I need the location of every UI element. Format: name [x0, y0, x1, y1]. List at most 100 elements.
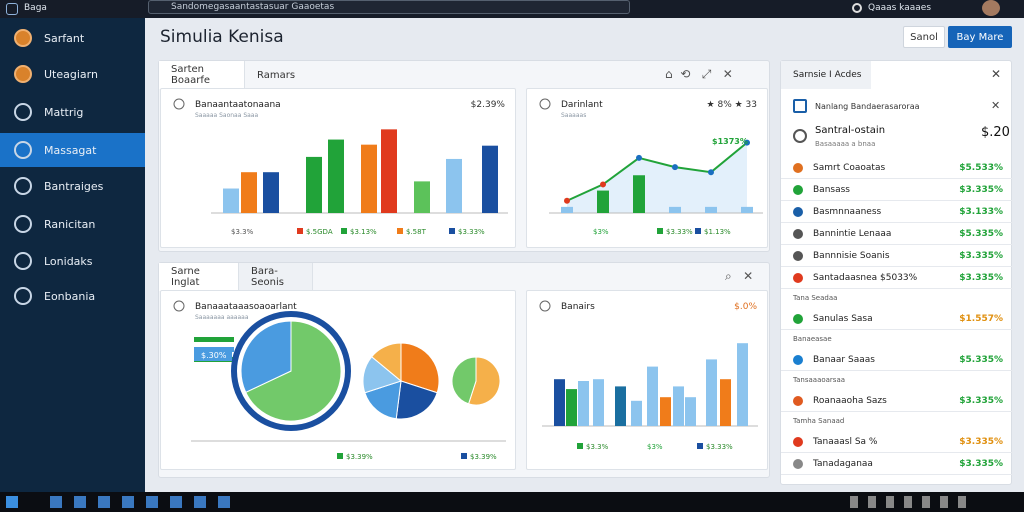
bar [705, 206, 717, 213]
bar [593, 379, 604, 426]
pie-slice [400, 342, 440, 394]
legend-label: $3.33% [458, 228, 485, 236]
line-point [600, 181, 606, 188]
nav-label: Mattrig [44, 105, 84, 119]
list-row[interactable]: Santadaasnea $5033% $3.335% [781, 267, 1013, 289]
pie-slice [245, 320, 342, 422]
row-label: Bannnisie Soanis [813, 250, 890, 261]
legend-label: $3.13% [350, 228, 377, 236]
tab[interactable]: Sarne Inglat [159, 263, 239, 291]
bar [414, 181, 430, 213]
pie-slice [451, 356, 477, 405]
row-icon [793, 272, 803, 283]
line-point [564, 197, 570, 204]
tray-icons[interactable] [850, 496, 970, 508]
row-value: $5.533% [959, 162, 1003, 173]
tag-box [194, 349, 232, 361]
primary-button[interactable]: Bay Mare [948, 26, 1012, 48]
row-label: Banaar Saaas [813, 354, 875, 365]
row-value: $3.335% [959, 272, 1003, 283]
row-value: $5.335% [959, 228, 1003, 239]
nav-item[interactable]: Eonbania [0, 279, 145, 313]
user-name: Qaaas kaaaes [868, 3, 932, 13]
tab[interactable]: Bara-Seonis [239, 263, 313, 291]
row-label: Basmnnaaness [813, 206, 882, 217]
nav-item[interactable]: Ranicitan [0, 207, 145, 241]
card-icon [539, 98, 551, 110]
card-icon [539, 300, 551, 312]
avatar[interactable] [982, 0, 1000, 16]
nav-label: Uteagiarn [44, 67, 98, 81]
search-box[interactable]: Sandomegasaantastasuar Gaaoetas [148, 0, 630, 14]
legend-swatch [449, 228, 455, 234]
tab[interactable]: Sarten Boaarfe [159, 61, 245, 89]
chart: Banaantaatonaana Saaaaa Saonaa Saaa $2.39%… [173, 98, 508, 236]
section-label: Tamha Sanaad [793, 417, 845, 425]
bar [741, 206, 753, 213]
list-row[interactable]: Tanaaasl Sa % $3.335% [781, 431, 1013, 453]
tab[interactable]: Ramars [257, 69, 296, 81]
bar [223, 188, 239, 213]
sidebar: Sarfant Uteagiarn Mattrig Massagat Bantraige… [0, 18, 145, 492]
list-row[interactable]: Basmnnaaness $3.133% [781, 201, 1013, 223]
nav-item[interactable]: Mattrig [0, 95, 145, 129]
legend-label: $.58T [406, 228, 427, 236]
row-value: $3.335% [959, 458, 1003, 469]
legend-label: $3.33% [706, 443, 733, 451]
chart-card: Banairs $.0% $3.3% $3.33% $3% [526, 290, 768, 470]
taskbar-apps[interactable] [50, 496, 230, 508]
panel-tab[interactable]: Sarnsie I Acdes [781, 61, 871, 89]
nav-item[interactable]: Uteagiarn [0, 57, 145, 91]
nav-icon [14, 65, 32, 83]
chart-card: Banaantaatonaana Saaaaa Saonaa Saaa $2.39%… [160, 88, 516, 248]
bar [669, 206, 681, 213]
list-row[interactable]: Bannintie Lenaaa $5.335% [781, 223, 1013, 245]
close-icon[interactable]: ✕ [991, 99, 1001, 112]
nav-item[interactable]: Sarfant [0, 21, 145, 55]
start-button[interactable] [6, 496, 18, 508]
section-label: Tansaaaoarsaa [793, 376, 846, 384]
card-title: Banaantaatonaana [195, 100, 281, 110]
list-row[interactable]: Sanulas Sasa $1.557% [781, 308, 1013, 330]
row-label: Bannintie Lenaaa [813, 228, 892, 239]
bar [660, 397, 671, 426]
list-row[interactable]: Samrt Coaoatas $5.533% [781, 157, 1013, 179]
toolbar-icons[interactable]: ⌂ ⟲ ⤢ ✕ [665, 67, 733, 81]
row-value: $3.335% [959, 395, 1003, 406]
tag-label: $.30% [201, 351, 227, 360]
foot-label: $3% [593, 228, 609, 236]
side-panel: Sarnsie I Acdes ✕ Nanlang Bandaerasarora… [780, 60, 1013, 485]
cancel-button[interactable]: Sanol [903, 26, 945, 48]
row-icon [793, 162, 803, 173]
nav-item[interactable]: Bantraiges [0, 169, 145, 203]
list-row[interactable]: Banaar Saaas $5.335% [781, 349, 1013, 371]
nav-item[interactable]: Massagat [0, 133, 145, 167]
card-title: Banairs [561, 302, 595, 312]
bar [241, 172, 257, 213]
legend-bar [194, 337, 234, 342]
summary-sub: Basaaaaa a bnaa [815, 140, 876, 148]
row-value: $5.335% [959, 354, 1003, 365]
list-row[interactable]: Bansass $3.335% [781, 179, 1013, 201]
nav-item[interactable]: Lonidaks [0, 244, 145, 278]
line-point [744, 139, 750, 146]
row-icon [793, 458, 803, 469]
taskbar [0, 492, 1024, 512]
close-icon[interactable]: ✕ [991, 67, 1002, 81]
nav-label: Lonidaks [44, 254, 93, 268]
nav-label: Sarfant [44, 31, 85, 45]
bar [306, 156, 322, 213]
annotation: $1373% [712, 137, 748, 146]
list-row[interactable]: Tanadaganaa $3.335% [781, 453, 1013, 475]
donut-ring [231, 311, 351, 431]
list-row[interactable]: Bannnisie Soanis $3.335% [781, 245, 1013, 267]
row-label: Sanulas Sasa [813, 313, 873, 324]
bar [720, 379, 731, 426]
legend-swatch [397, 228, 403, 234]
legend-label: $1.13% [704, 228, 731, 236]
bar [381, 129, 397, 213]
nav-label: Bantraiges [44, 179, 104, 193]
list-row[interactable]: Roanaaoha Sazs $3.335% [781, 390, 1013, 412]
legend-label: $3.39% [346, 453, 373, 461]
toolbar-icons[interactable]: ⌕ ✕ [725, 269, 754, 283]
